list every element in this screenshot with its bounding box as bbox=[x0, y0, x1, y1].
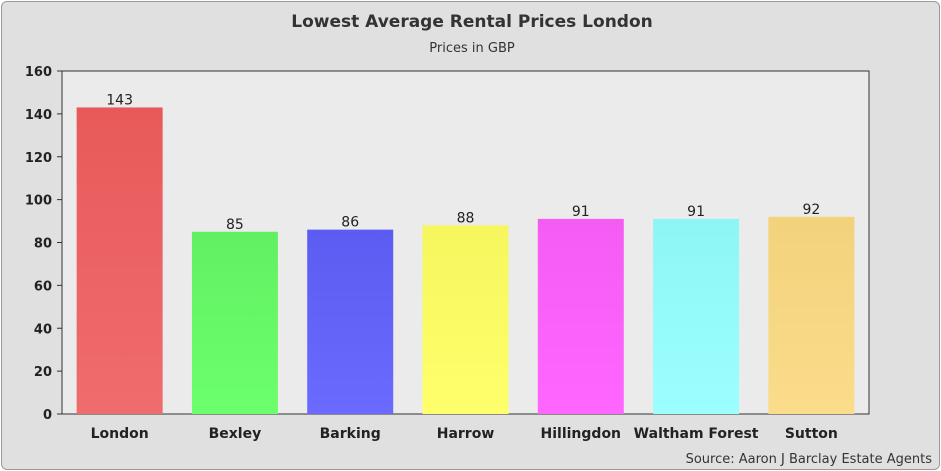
chart-subtitle: Prices in GBP bbox=[429, 41, 515, 56]
y-tick-label: 40 bbox=[34, 322, 52, 337]
y-tick-label: 60 bbox=[34, 279, 52, 294]
bar-waltham-forest bbox=[653, 218, 740, 414]
bar-barking bbox=[307, 229, 394, 414]
y-tick-label: 100 bbox=[25, 194, 52, 209]
y-tick-label: 20 bbox=[34, 365, 52, 380]
x-axis: London Bexley Barking Harrow Hillingdon Walth… bbox=[91, 426, 838, 442]
data-label: 86 bbox=[341, 215, 359, 231]
bar-harrow bbox=[422, 225, 509, 414]
source-note: Source: Aaron J Barclay Estate Agents bbox=[686, 452, 933, 467]
data-label: 85 bbox=[226, 217, 244, 233]
x-tick-label: Harrow bbox=[437, 426, 495, 442]
x-tick-label: Bexley bbox=[209, 426, 262, 442]
x-tick-label: Sutton bbox=[785, 426, 838, 442]
data-label: 92 bbox=[802, 202, 820, 218]
bar-hillingdon bbox=[537, 218, 624, 414]
data-label: 91 bbox=[687, 204, 705, 220]
y-axis: 0 20 40 60 80 100 120 140 160 bbox=[25, 65, 62, 423]
y-tick-label: 0 bbox=[43, 408, 52, 423]
y-tick-label: 160 bbox=[25, 65, 52, 80]
y-tick-label: 120 bbox=[25, 151, 52, 166]
y-tick-label: 140 bbox=[25, 108, 52, 123]
data-label: 143 bbox=[106, 92, 133, 108]
x-tick-label: Barking bbox=[320, 426, 381, 442]
data-label: 91 bbox=[572, 204, 590, 220]
bars: 143 85 86 88 91 91 92 bbox=[76, 92, 855, 414]
x-tick-label: Waltham Forest bbox=[634, 426, 759, 442]
chart-title: Lowest Average Rental Prices London bbox=[291, 12, 653, 32]
x-tick-label: London bbox=[91, 426, 149, 442]
bar-sutton bbox=[768, 216, 855, 414]
bar-bexley bbox=[191, 231, 278, 414]
x-tick-label: Hillingdon bbox=[541, 426, 622, 442]
y-tick-label: 80 bbox=[34, 237, 52, 252]
bar-london bbox=[76, 107, 163, 414]
data-label: 88 bbox=[457, 210, 475, 226]
